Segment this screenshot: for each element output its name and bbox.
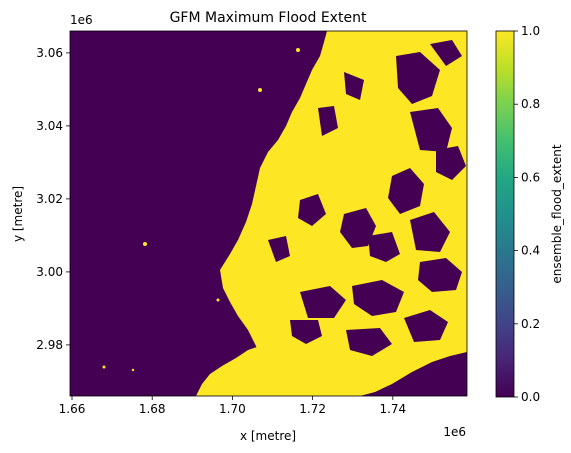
dry-patch [430,40,462,66]
flood-speck [102,365,106,369]
dry-patch [346,328,392,356]
plot-area [69,30,468,397]
dry-patch [368,232,400,262]
y-tick-label: 3.06 [36,46,63,60]
dry-patch [298,194,326,226]
y-offset-label: 1e6 [70,13,93,27]
dry-patch [352,280,404,316]
colorbar-tick-label: 0.6 [521,170,540,184]
y-axis-ticks: 2.98 3.00 3.02 3.04 3.06 [36,46,70,352]
colorbar-tick-label: 0.4 [521,244,540,258]
dry-patch [418,258,462,292]
plot-frame [69,30,468,397]
dry-patch [410,108,452,152]
dry-patch [318,106,338,136]
flood-speck [143,242,147,246]
flood-speck [258,88,262,92]
colorbar-tick-label: 0.8 [521,97,540,111]
dry-patch [396,52,440,104]
x-tick-label: 1.70 [219,402,246,416]
colorbar: 0.0 0.2 0.4 0.6 0.8 1.0 ensemble_flood_extent [495,24,564,404]
flood-region [220,31,467,396]
x-tick-label: 1.74 [379,402,406,416]
x-tick-label: 1.72 [299,402,326,416]
x-tick-label: 1.66 [59,402,86,416]
x-offset-label: 1e6 [443,425,466,439]
colorbar-tick-label: 0.0 [521,390,540,404]
dry-patch [268,236,290,262]
flood-speck [296,48,300,52]
x-axis-ticks: 1.66 1.68 1.70 1.72 1.74 [59,396,406,416]
flood-extent-layer [102,31,467,396]
colorbar-ticks: 0.0 0.2 0.4 0.6 0.8 1.0 [514,24,540,404]
dry-patch [388,168,424,214]
colorbar-gradient [495,30,515,398]
dry-patch [340,208,376,248]
dry-patch [300,286,346,318]
y-axis-label: y [metre] [11,186,25,242]
flood-speck [235,270,239,274]
colorbar-tick-label: 0.2 [521,317,540,331]
y-tick-label: 3.02 [36,192,63,206]
dry-patch [344,72,364,100]
y-tick-label: 2.98 [36,338,63,352]
dry-patch [404,310,448,342]
colorbar-tick-label: 1.0 [521,24,540,38]
x-axis-label: x [metre] [240,429,296,443]
flood-region [196,346,302,396]
dry-patch [410,212,450,252]
flood-speck [131,368,135,372]
y-tick-label: 3.00 [36,265,63,279]
colorbar-label: ensemble_flood_extent [550,144,564,283]
dry-patch [436,146,466,180]
y-tick-label: 3.04 [36,119,63,133]
dry-patch [290,320,322,344]
chart-title: GFM Maximum Flood Extent [170,10,367,26]
flood-speck [216,298,220,302]
x-tick-label: 1.68 [139,402,166,416]
